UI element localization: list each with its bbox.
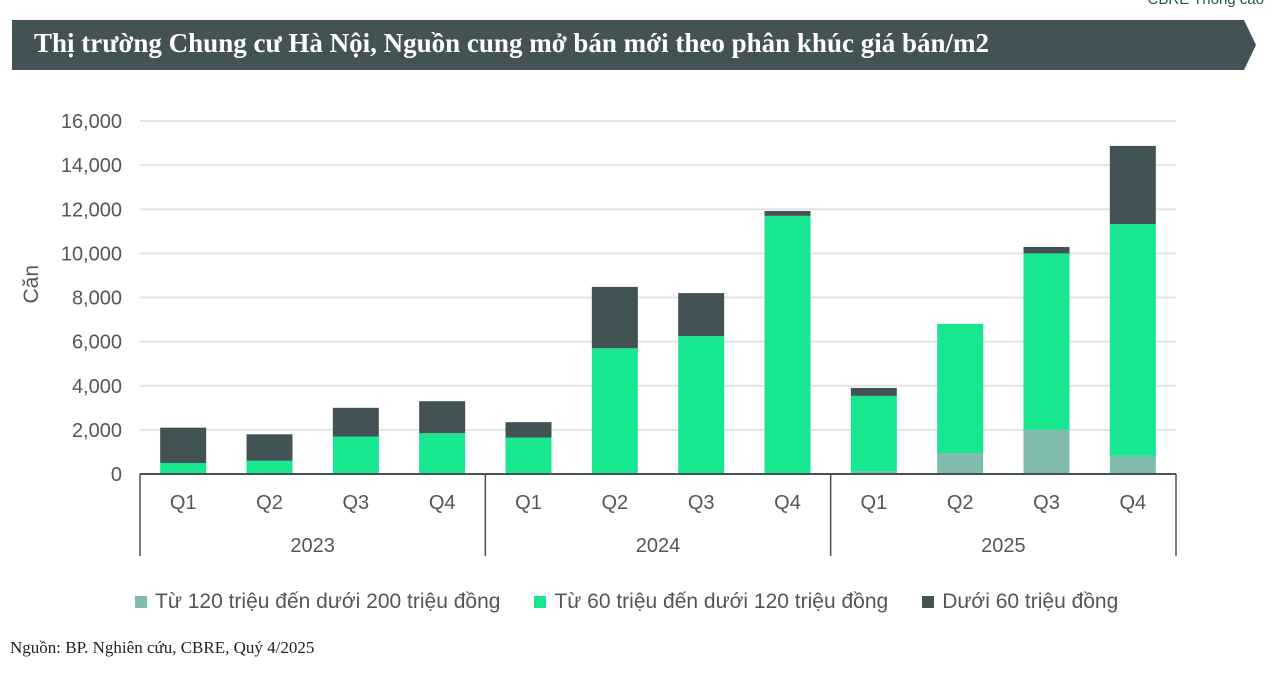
bar-segment — [1109, 145, 1156, 225]
bar-segment — [1109, 224, 1156, 456]
bar-segment — [678, 293, 725, 337]
chart-title: Thị trường Chung cư Hà Nội, Nguồn cung m… — [34, 28, 989, 58]
y-tick-label: 16,000 — [61, 111, 122, 133]
bar-segment — [1023, 246, 1070, 254]
bar-segment — [246, 434, 293, 461]
legend-swatch — [534, 596, 547, 608]
legend-item: Dưới 60 triệu đồng — [922, 590, 1118, 614]
legend-label: Từ 60 triệu đến dưới 120 triệu đồng — [554, 590, 889, 613]
legend-item: Từ 120 triệu đến dưới 200 triệu đồng — [135, 590, 500, 614]
y-tick-label: 4,000 — [72, 376, 122, 398]
x-tick-label: Q4 — [774, 492, 801, 514]
legend-label: Từ 120 triệu đến dưới 200 triệu đồng — [155, 590, 501, 613]
bar-segment — [160, 427, 207, 463]
legend: Từ 120 triệu đến dưới 200 triệu đồng Từ 6… — [135, 590, 1118, 614]
y-tick-label: 0 — [111, 464, 122, 486]
y-tick-label: 8,000 — [72, 288, 122, 310]
bar-segment — [419, 433, 466, 474]
bar-segment — [1109, 455, 1156, 474]
brand-label: CBRE Thông cáo — [1148, 0, 1264, 8]
x-tick-label: Q2 — [601, 492, 628, 514]
bar-segment — [850, 387, 897, 396]
bar-segment — [678, 336, 725, 474]
bar-segment — [1023, 253, 1070, 430]
source-note: Nguồn: BP. Nghiên cứu, CBRE, Quý 4/2025 — [10, 638, 315, 657]
bar-segment — [937, 323, 984, 454]
x-tick-label: Q3 — [1033, 492, 1060, 514]
x-tick-label: Q3 — [688, 492, 715, 514]
bar-segment — [764, 211, 811, 216]
bar-segment — [764, 215, 811, 474]
x-tick-label: Q3 — [342, 492, 369, 514]
x-tick-label: Q4 — [1119, 492, 1146, 514]
bar-segment — [332, 436, 379, 474]
y-tick-label: 14,000 — [61, 155, 122, 177]
banner-shape — [12, 20, 1256, 70]
bar-segment — [505, 422, 552, 438]
legend-item: Từ 60 triệu đến dưới 120 triệu đồng — [534, 590, 888, 614]
group-label: 2025 — [981, 535, 1026, 557]
x-tick-label: Q1 — [860, 492, 887, 514]
y-axis-label: Căn — [20, 265, 43, 304]
x-tick-label: Q2 — [256, 492, 283, 514]
legend-swatch — [922, 596, 935, 608]
y-tick-label: 12,000 — [61, 199, 122, 221]
bar-segment — [850, 395, 897, 472]
bar-segment — [160, 462, 207, 474]
bar-segment — [1023, 429, 1070, 474]
bar-segment — [332, 407, 379, 437]
bar-segment — [937, 453, 984, 474]
y-tick-label: 10,000 — [61, 243, 122, 265]
y-tick-label: 6,000 — [72, 332, 122, 354]
x-tick-label: Q2 — [947, 492, 974, 514]
y-tick-label: 2,000 — [72, 420, 122, 442]
bar-segment — [591, 348, 638, 474]
bar-segment — [591, 286, 638, 349]
bar-segment — [246, 460, 293, 474]
x-tick-label: Q4 — [429, 492, 456, 514]
stacked-bar-chart: 0 2,000 4,000 6,000 8,000 10,000 12,000 14,000 1… — [20, 111, 1177, 557]
x-tick-label: Q1 — [515, 492, 542, 514]
title-banner: Thị trường Chung cư Hà Nội, Nguồn cung m… — [12, 20, 1256, 70]
bar-segment — [505, 437, 552, 474]
legend-swatch — [135, 596, 147, 608]
x-tick-label: Q1 — [170, 492, 197, 514]
bar-segment — [419, 401, 466, 434]
bar-segment — [850, 471, 897, 474]
legend-label: Dưới 60 triệu đồng — [942, 590, 1119, 613]
group-label: 2023 — [290, 535, 335, 557]
group-label: 2024 — [636, 535, 681, 557]
